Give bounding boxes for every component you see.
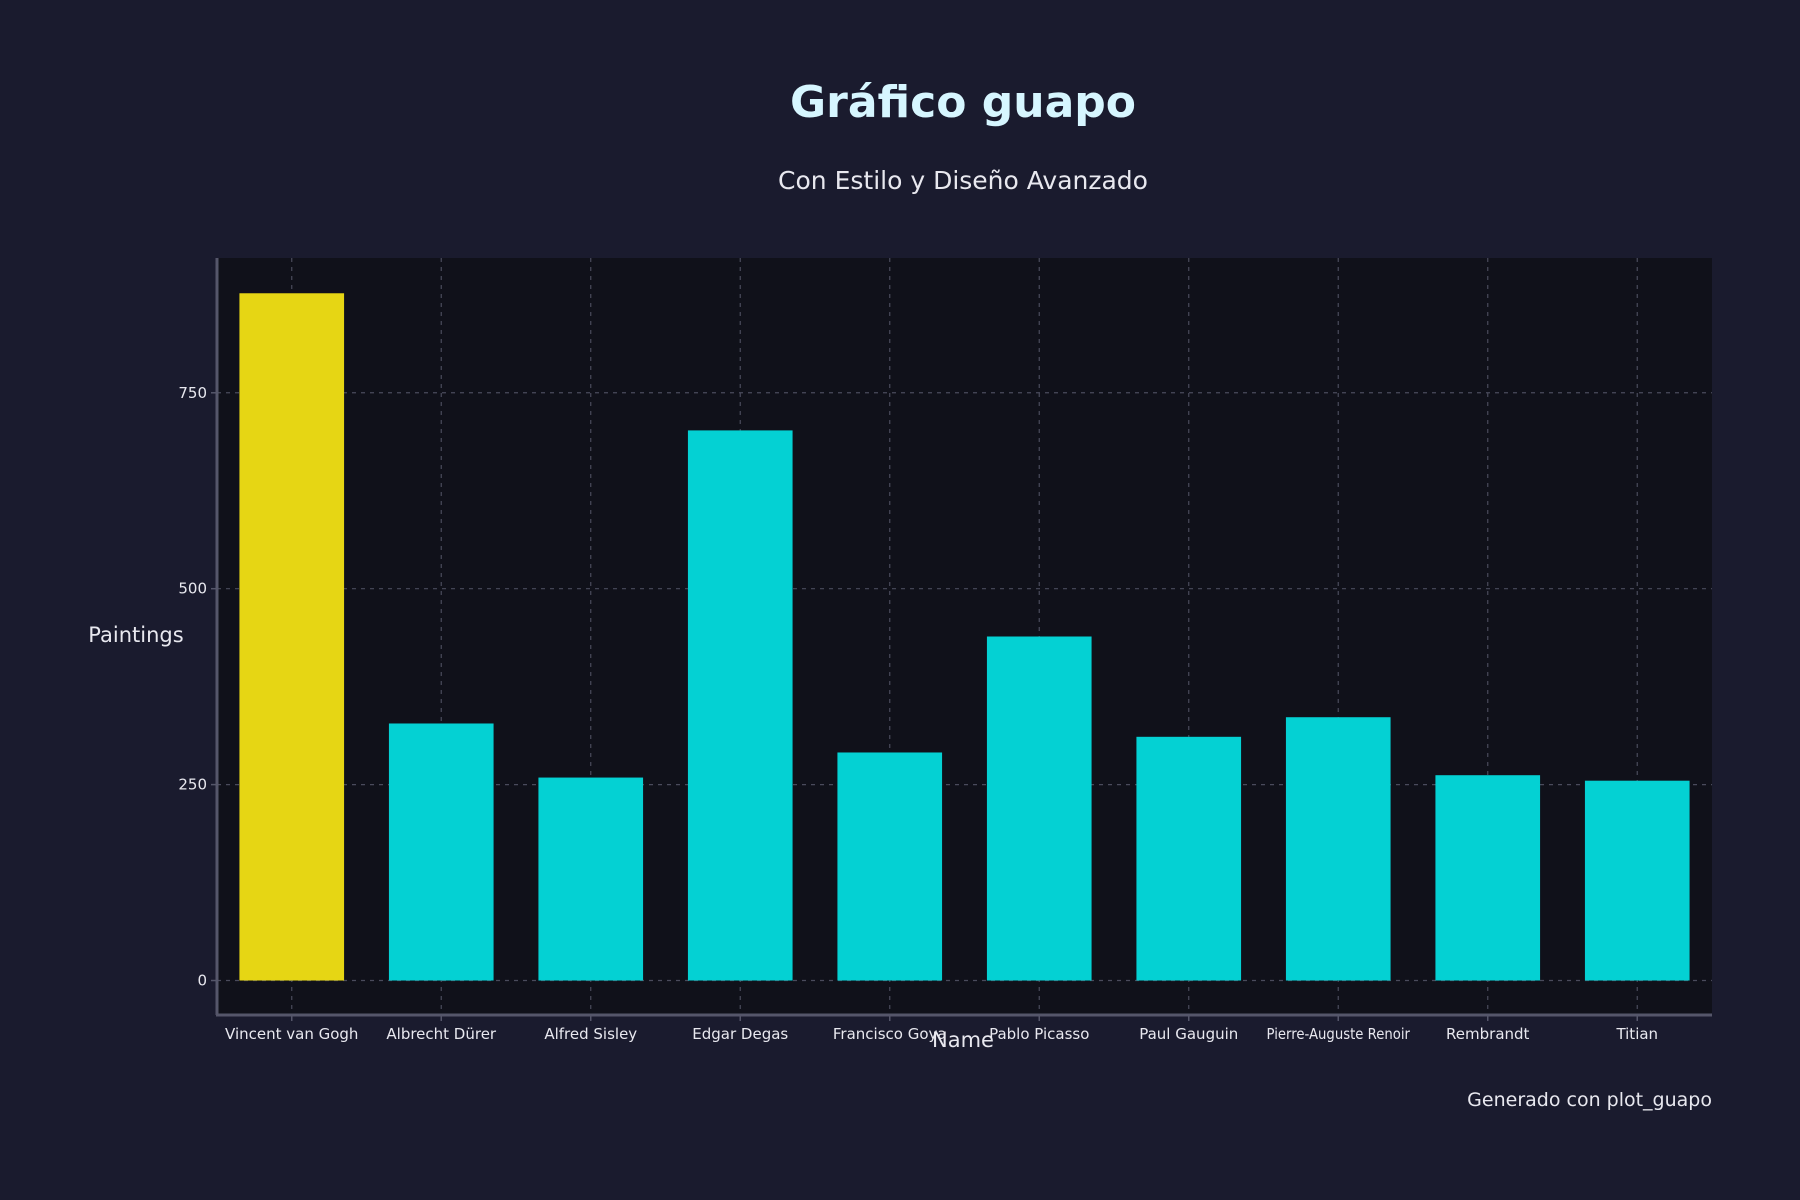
chart-title: Gráfico guapo xyxy=(790,77,1136,128)
bar-titian xyxy=(1584,780,1690,981)
bar-edgar-degas xyxy=(687,430,793,981)
x-tick-label: Vincent van Gogh xyxy=(225,1025,358,1043)
bar-paul-gauguin xyxy=(1136,736,1242,981)
x-tick-labels: Vincent van Gogh Albrecht Dürer Alfred Sis… xyxy=(225,1015,1658,1043)
x-tick-label: Albrecht Dürer xyxy=(386,1025,497,1043)
bar-pierre-auguste-renoir xyxy=(1285,717,1391,981)
footer-credit: Generado con plot_guapo xyxy=(1467,1089,1712,1111)
x-tick-label: Paul Gauguin xyxy=(1139,1025,1238,1043)
y-tick-label: 500 xyxy=(178,580,207,598)
x-tick-label: Pierre-Auguste Renoir xyxy=(1267,1025,1411,1043)
bar-alfred-sisley xyxy=(538,777,644,981)
x-tick-label: Francisco Goya xyxy=(833,1025,947,1043)
x-tick-label: Edgar Degas xyxy=(692,1025,788,1043)
chart-subtitle: Con Estilo y Diseño Avanzado xyxy=(778,166,1148,195)
x-tick-label: Rembrandt xyxy=(1446,1025,1529,1043)
bars xyxy=(239,293,1690,981)
x-tick-label: Pablo Picasso xyxy=(989,1025,1089,1043)
y-tick-label: 0 xyxy=(197,972,207,990)
y-tick-label: 750 xyxy=(178,384,207,402)
x-tick-label: Alfred Sisley xyxy=(544,1025,637,1043)
y-tick-label: 250 xyxy=(178,776,207,794)
bar-rembrandt xyxy=(1435,775,1541,981)
bar-francisco-goya xyxy=(837,752,943,981)
x-tick-label: Titian xyxy=(1615,1025,1658,1043)
y-axis-label: Paintings xyxy=(88,623,183,647)
bar-albrecht-d-rer xyxy=(388,723,494,981)
bar-pablo-picasso xyxy=(986,636,1092,981)
y-tick-labels: 0 250 500 750 xyxy=(178,384,217,990)
bar-vincent-van-gogh xyxy=(239,293,345,981)
x-axis-label: Name xyxy=(932,1028,994,1052)
